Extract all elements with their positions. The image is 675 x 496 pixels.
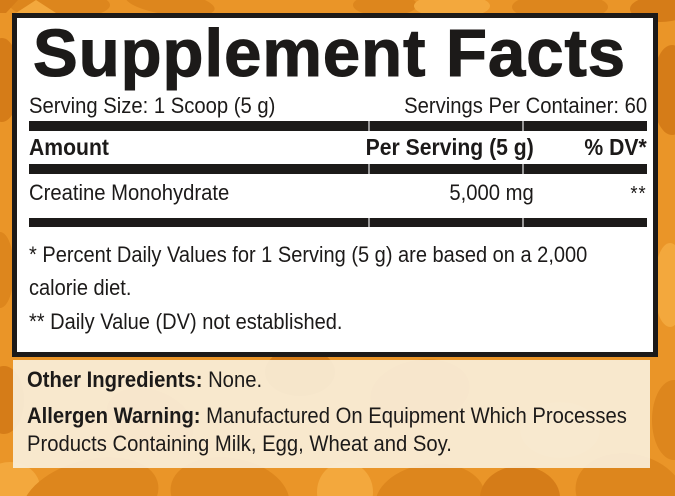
table-header-row: Amount Per Serving (5 g) % DV* <box>29 134 647 160</box>
column-gap-mark <box>522 121 524 131</box>
serving-size-text: Serving Size: 1 Scoop (5 g) <box>29 93 276 118</box>
ingredient-row: Creatine Monohydrate 5,000 mg ** <box>29 180 647 206</box>
footnotes: * Percent Daily Values for 1 Serving (5 … <box>29 238 647 338</box>
other-ingredients-line: Other Ingredients: None. <box>27 367 634 393</box>
column-gap-mark <box>522 164 524 174</box>
allergen-warning-label: Allergen Warning: <box>27 403 201 428</box>
other-info-panel: Other Ingredients: None. Allergen Warnin… <box>13 360 650 468</box>
column-gap-mark <box>522 218 524 227</box>
supplement-facts-title: Supplement Facts <box>32 16 627 91</box>
ingredient-amount: 5,000 mg <box>449 180 534 205</box>
other-ingredients-label: Other Ingredients: <box>27 367 203 392</box>
ingredient-name: Creatine Monohydrate <box>29 180 230 205</box>
divider-bar-header <box>29 164 647 174</box>
supplement-facts-panel: Supplement Facts Serving Size: 1 Scoop (… <box>12 13 658 357</box>
column-gap-mark <box>368 121 370 131</box>
servings-per-container-text: Servings Per Container: 60 <box>403 93 647 118</box>
allergen-warning-line: Allergen Warning: Manufactured On Equipm… <box>27 402 634 458</box>
column-gap-mark <box>368 218 370 227</box>
divider-bar-top <box>29 121 647 131</box>
dv-footnote: * Percent Daily Values for 1 Serving (5 … <box>29 242 588 300</box>
serving-info-row: Serving Size: 1 Scoop (5 g) Servings Per… <box>29 94 647 118</box>
column-header-per-serving: Per Serving (5 g) <box>365 134 534 160</box>
ingredient-dv-value: ** <box>630 183 647 205</box>
other-ingredients-value: None. <box>208 367 263 392</box>
column-header-amount: Amount <box>29 134 109 160</box>
column-header-dv: % DV* <box>584 134 647 160</box>
column-gap-mark <box>368 164 370 174</box>
divider-bar-bottom <box>29 218 647 227</box>
ndv-footnote: ** Daily Value (DV) not established. <box>29 309 343 334</box>
allergen-warning-value: Manufactured On Equipment Which Processe… <box>27 403 627 456</box>
